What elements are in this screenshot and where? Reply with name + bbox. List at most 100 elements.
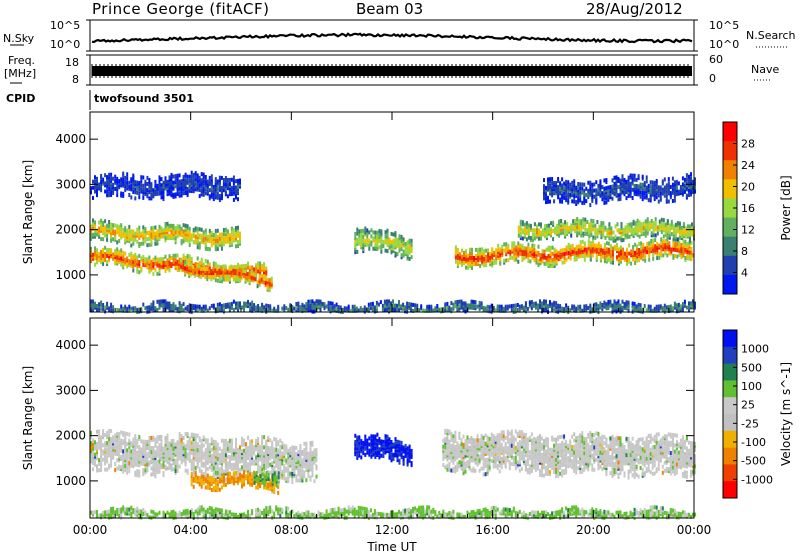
cell: [567, 198, 570, 203]
cell: [674, 241, 677, 246]
cell: [158, 443, 161, 448]
cell: [202, 176, 205, 181]
cell: [358, 229, 361, 234]
cell: [138, 235, 141, 240]
cell: [456, 247, 459, 252]
cell: [593, 249, 596, 254]
cell: [106, 233, 109, 238]
cell: [418, 308, 421, 313]
cell: [471, 262, 473, 267]
cell: [666, 241, 669, 246]
cell: [627, 300, 630, 305]
cell: [589, 186, 592, 191]
cell: [267, 308, 270, 313]
cell: [524, 303, 527, 308]
cell: [128, 180, 131, 185]
cell: [180, 193, 183, 198]
cell: [622, 247, 624, 252]
cell: [627, 193, 630, 198]
cell: [200, 238, 203, 242]
cell: [122, 265, 125, 270]
cell: [681, 306, 684, 311]
cell: [138, 191, 141, 196]
cell: [392, 303, 394, 308]
cell: [186, 305, 189, 309]
cell: [190, 235, 193, 240]
cell: [609, 246, 612, 251]
cell: [148, 184, 151, 189]
cell: [218, 194, 221, 198]
cell: [178, 185, 181, 190]
cell: [579, 190, 582, 195]
cell: [110, 254, 113, 259]
cell: [436, 308, 439, 313]
cell: [637, 188, 640, 193]
cell: [102, 179, 105, 184]
cell: [646, 250, 649, 255]
cell: [562, 222, 565, 227]
cell: [228, 233, 231, 238]
cell: [120, 181, 123, 186]
cell: [90, 459, 92, 464]
cell: [523, 256, 526, 261]
cell: [132, 173, 135, 178]
cell: [639, 303, 642, 308]
cell: [529, 236, 532, 240]
cell: [414, 307, 417, 312]
cell: [567, 182, 570, 187]
cell: [561, 260, 564, 265]
cell: [94, 440, 96, 445]
cell: [491, 253, 494, 258]
cell: [643, 189, 646, 194]
cell: [257, 308, 260, 312]
cell: [428, 306, 431, 311]
cell: [186, 224, 189, 229]
cell: [404, 305, 407, 310]
cell: [202, 306, 205, 311]
cell: [672, 224, 675, 229]
cell: [239, 231, 241, 236]
cell: [392, 244, 395, 249]
cell: [396, 303, 398, 308]
cell: [146, 439, 149, 444]
cell: [100, 468, 103, 472]
cell: [481, 251, 484, 256]
cell: [351, 304, 354, 309]
cell: [120, 467, 123, 472]
cell: [138, 447, 141, 452]
cell: [104, 231, 107, 236]
cell: [666, 247, 669, 252]
cell: [571, 185, 574, 189]
cell: [688, 188, 690, 193]
cell: [130, 195, 133, 200]
cell: [462, 307, 465, 312]
cell: [645, 175, 648, 180]
cell: [222, 182, 225, 187]
cell: [585, 199, 588, 204]
cell: [158, 179, 161, 184]
cell: [609, 244, 612, 248]
beam-label: Beam 03: [356, 0, 424, 18]
cell: [96, 304, 98, 308]
cell: [158, 299, 161, 304]
cell: [653, 195, 656, 200]
cell: [138, 229, 141, 234]
cell: [551, 302, 554, 307]
cell: [657, 304, 660, 309]
cell: [552, 237, 555, 242]
cell: [142, 468, 145, 473]
cell: [658, 243, 661, 248]
cell: [275, 308, 278, 313]
cell: [625, 185, 628, 190]
cell: [486, 308, 489, 313]
cell: [599, 191, 602, 196]
cell: [136, 255, 139, 260]
cell: [228, 237, 231, 242]
cell: [578, 219, 581, 224]
cell: [402, 239, 405, 244]
cell: [212, 189, 215, 193]
cell: [186, 446, 189, 451]
cell: [110, 226, 113, 231]
cell: [478, 300, 481, 305]
cell: [543, 303, 545, 308]
